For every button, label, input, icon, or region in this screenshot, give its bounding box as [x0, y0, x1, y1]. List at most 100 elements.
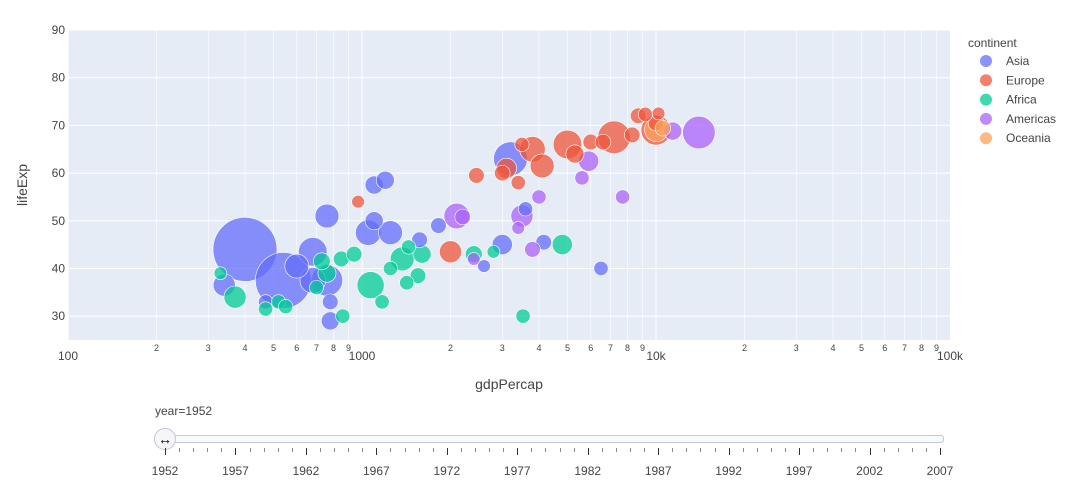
x-minor-tick-label: 4 [536, 343, 541, 353]
point-africa [258, 301, 274, 317]
slider-minor-tick [291, 448, 293, 452]
point-asia [518, 201, 534, 217]
slider-year-label[interactable]: 1977 [503, 464, 531, 478]
slider-minor-tick [559, 448, 561, 452]
slider-year-label[interactable]: 1992 [715, 464, 742, 478]
legend-label-asia[interactable]: Asia [1006, 54, 1030, 68]
slider-minor-tick [545, 448, 547, 452]
slider-minor-tick [362, 448, 364, 452]
point-americas [524, 241, 541, 258]
x-minor-tick-label: 4 [830, 343, 835, 353]
y-axis-ticks: 30 40 50 60 70 80 90 [52, 23, 66, 323]
slider-tick [305, 448, 307, 455]
slider-minor-tick [686, 448, 688, 452]
slider-minor-tick [207, 448, 209, 452]
point-asia [375, 170, 395, 190]
slider-minor-tick [630, 448, 631, 452]
y-tick-label: 60 [52, 166, 66, 180]
slider-minor-tick [249, 448, 251, 452]
point-europe [529, 153, 555, 179]
point-asia [430, 217, 447, 234]
slider-minor-tick [503, 448, 505, 452]
legend-label-oceania[interactable]: Oceania [1006, 131, 1051, 145]
slider-tick [940, 448, 941, 455]
slider-minor-tick [827, 448, 829, 452]
point-asia [411, 231, 428, 248]
point-asia [378, 220, 403, 245]
slider-minor-tick [700, 448, 702, 452]
slider-year-label[interactable]: 1957 [222, 464, 249, 478]
slider-minor-tick [897, 448, 899, 452]
point-asia [322, 293, 339, 310]
point-americas [531, 189, 547, 205]
point-europe [494, 164, 511, 182]
x-tick-label: 1000 [349, 349, 376, 363]
y-tick-label: 40 [52, 261, 66, 275]
y-tick-label: 70 [52, 118, 66, 132]
point-americas [467, 252, 481, 266]
x-minor-tick-label: 6 [882, 343, 887, 353]
point-africa [551, 234, 573, 256]
point-africa [409, 267, 427, 284]
legend-label-americas[interactable]: Americas [1006, 112, 1056, 126]
x-minor-tick-label: 5 [271, 343, 276, 353]
slider-tick [235, 448, 237, 455]
legend-marker-africa [980, 93, 992, 106]
slider-minor-tick [475, 448, 476, 452]
y-axis-title: lifeExp [14, 164, 30, 206]
point-africa [374, 294, 390, 310]
slider-year-label[interactable]: 1997 [785, 464, 813, 478]
slider-ticks: 1952 1957 1962 1967 1972 1977 1982 1987 1992 1997… [0, 448, 1080, 488]
point-europe [439, 240, 462, 264]
point-americas [615, 189, 631, 205]
x-minor-tick-label: 8 [919, 343, 924, 353]
slider-year-label[interactable]: 1987 [644, 464, 672, 478]
slider-tick [587, 448, 589, 455]
x-minor-tick-label: 3 [500, 343, 505, 353]
slider-tick [165, 448, 166, 455]
slider-tick [446, 448, 448, 455]
legend-marker-americas [980, 112, 992, 125]
slider-year-label[interactable]: 1952 [151, 464, 179, 478]
x-axis-title: gdpPercap [475, 376, 543, 392]
slider-year-label[interactable]: 1967 [363, 464, 390, 478]
slider-minor-tick [404, 448, 406, 452]
slider-year-label[interactable]: 1982 [574, 464, 602, 478]
point-americas [574, 170, 590, 186]
point-asia [284, 253, 310, 279]
point-africa [399, 275, 415, 291]
slider-rail[interactable] [160, 435, 944, 443]
point-africa [313, 252, 331, 271]
point-europe [637, 106, 653, 122]
slider-handle[interactable]: ↔ [154, 428, 176, 450]
point-europe [624, 126, 641, 144]
legend-label-africa[interactable]: Africa [1006, 93, 1037, 107]
slider-minor-tick [925, 448, 927, 452]
slider-year-label[interactable]: 2002 [856, 464, 883, 478]
point-europe [565, 144, 585, 164]
y-tick-label: 90 [52, 23, 66, 37]
slider-year-label[interactable]: 1972 [433, 464, 461, 478]
legend-title: continent [968, 36, 1017, 50]
slider-minor-tick [615, 448, 617, 452]
slider-minor-tick [390, 448, 392, 452]
point-africa [345, 246, 363, 263]
plot-background [68, 30, 950, 340]
slider-minor-tick [418, 448, 420, 452]
x-tick-label: 100k [937, 349, 964, 363]
slider-year-label[interactable]: 1962 [292, 464, 320, 478]
slider-minor-tick [489, 448, 491, 452]
x-minor-tick-label: 9 [346, 343, 351, 353]
slider-tick [376, 448, 378, 455]
slider-minor-tick [855, 448, 857, 452]
x-minor-tick-label: 2 [154, 343, 159, 353]
slider-year-label[interactable]: 2007 [926, 464, 954, 478]
point-europe [468, 167, 485, 184]
point-asia [364, 211, 384, 231]
x-minor-tick-label: 4 [242, 343, 247, 353]
point-africa [309, 280, 324, 295]
legend-label-europe[interactable]: Europe [1006, 73, 1045, 87]
slider-minor-tick [320, 448, 321, 452]
x-minor-tick-label: 8 [331, 343, 336, 353]
